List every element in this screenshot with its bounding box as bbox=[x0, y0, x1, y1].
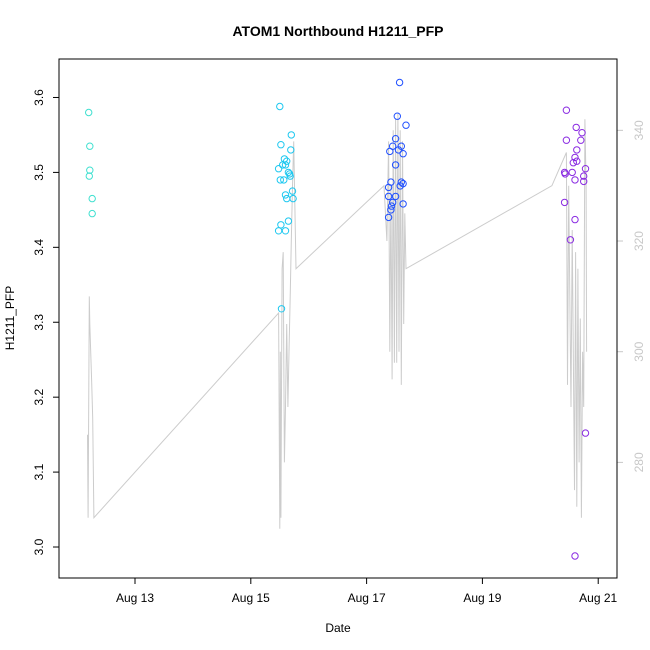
data-point-aug12-1 bbox=[86, 142, 94, 150]
data-point-aug15-0 bbox=[276, 102, 284, 111]
data-point-aug20-2 bbox=[572, 123, 580, 132]
data-point-aug20-0 bbox=[562, 106, 571, 114]
data-point-aug20-4 bbox=[577, 136, 585, 144]
data-point-aug15-19 bbox=[277, 221, 285, 229]
data-point-aug15-10 bbox=[287, 146, 295, 154]
x-tick-label-2: Aug 17 bbox=[348, 591, 386, 605]
data-point-aug20-19 bbox=[581, 429, 590, 437]
plot-frame bbox=[58, 58, 618, 579]
data-point-aug17-9 bbox=[391, 161, 400, 169]
y-tick-label-3: 3.3 bbox=[32, 314, 46, 331]
data-point-aug15-12 bbox=[276, 176, 284, 184]
secondary-trace-line bbox=[87, 113, 588, 529]
x-axis-label: Date bbox=[325, 621, 351, 635]
x-tick-label-3: Aug 19 bbox=[463, 591, 501, 605]
data-point-aug20-17 bbox=[571, 215, 579, 224]
y-tick-label-1: 3.1 bbox=[32, 463, 46, 480]
data-point-aug17-16 bbox=[391, 192, 400, 201]
data-point-aug15-6 bbox=[281, 161, 290, 169]
y-tick-label-5: 3.5 bbox=[32, 164, 46, 181]
data-point-aug17-0 bbox=[395, 78, 404, 87]
scatter-points-layer bbox=[85, 78, 590, 560]
data-point-aug15-13 bbox=[280, 176, 288, 184]
data-point-aug15-1 bbox=[277, 141, 285, 149]
data-point-aug17-14 bbox=[384, 183, 393, 192]
data-point-aug20-14 bbox=[571, 176, 579, 184]
data-point-aug17-17 bbox=[389, 198, 397, 207]
data-point-aug15-16 bbox=[283, 194, 291, 203]
x-tick-label-4: Aug 21 bbox=[579, 591, 617, 605]
y2-tick-label-0: 280 bbox=[632, 452, 646, 472]
y-tick-label-6: 3.6 bbox=[32, 89, 46, 106]
data-point-aug17-15 bbox=[384, 192, 393, 201]
secondary-trace-layer bbox=[87, 113, 588, 529]
chart-title: ATOM1 Northbound H1211_PFP bbox=[232, 23, 443, 39]
y-axis-label: H1211_PFP bbox=[3, 286, 17, 350]
data-point-aug12-3 bbox=[85, 172, 94, 180]
data-point-aug15-22 bbox=[277, 305, 286, 313]
data-point-aug20-12 bbox=[561, 170, 569, 178]
data-point-aug17-18 bbox=[387, 202, 396, 210]
y-tick-label-2: 3.2 bbox=[32, 389, 46, 406]
data-point-aug17-8 bbox=[399, 150, 407, 158]
data-point-aug15-11 bbox=[287, 131, 295, 139]
data-point-aug15-21 bbox=[281, 227, 290, 235]
data-point-aug20-1 bbox=[578, 129, 586, 137]
data-point-aug20-16 bbox=[560, 198, 569, 207]
data-point-aug20-10 bbox=[581, 165, 590, 173]
y-tick-label-4: 3.4 bbox=[32, 239, 46, 256]
data-point-aug20-15 bbox=[580, 177, 588, 186]
data-point-aug20-8 bbox=[569, 159, 577, 167]
data-point-aug12-5 bbox=[88, 209, 96, 218]
data-point-aug15-17 bbox=[289, 194, 297, 203]
data-point-aug15-5 bbox=[274, 165, 283, 173]
data-point-aug20-3 bbox=[562, 136, 571, 144]
data-point-aug15-4 bbox=[283, 157, 291, 165]
data-point-aug15-3 bbox=[279, 161, 287, 169]
data-point-aug17-11 bbox=[397, 178, 405, 186]
data-point-aug17-1 bbox=[393, 112, 401, 120]
data-point-aug20-5 bbox=[573, 146, 581, 154]
data-point-aug17-21 bbox=[384, 213, 393, 222]
data-point-aug15-15 bbox=[281, 191, 290, 199]
y-tick-label-0: 3.0 bbox=[32, 538, 46, 555]
data-point-aug20-7 bbox=[573, 157, 581, 165]
data-point-aug17-3 bbox=[391, 135, 400, 143]
y2-tick-label-3: 340 bbox=[632, 120, 646, 140]
data-point-aug17-7 bbox=[386, 147, 394, 156]
data-point-aug17-19 bbox=[387, 206, 395, 214]
x-tick-label-0: Aug 13 bbox=[116, 591, 154, 605]
data-point-aug15-7 bbox=[284, 168, 293, 177]
data-point-aug15-14 bbox=[288, 187, 297, 195]
data-point-aug15-20 bbox=[274, 227, 283, 235]
axes-layer: Aug 13 Aug 15 Aug 17 Aug 19 Aug 21 3.0 3.1 3.2 3… bbox=[32, 89, 646, 605]
data-point-aug15-9 bbox=[286, 172, 294, 180]
y2-tick-label-1: 300 bbox=[632, 341, 646, 361]
data-point-aug17-13 bbox=[396, 182, 404, 190]
data-point-aug20-18 bbox=[566, 236, 575, 244]
data-point-aug12-4 bbox=[88, 194, 96, 203]
data-point-aug20-9 bbox=[568, 168, 576, 177]
data-point-aug17-6 bbox=[394, 146, 403, 154]
data-point-aug17-2 bbox=[402, 121, 410, 129]
data-point-aug20-13 bbox=[580, 172, 588, 180]
data-point-aug15-18 bbox=[284, 217, 293, 225]
y2-tick-label-2: 320 bbox=[632, 231, 646, 251]
x-tick-label-1: Aug 15 bbox=[232, 591, 270, 605]
data-point-aug20-6 bbox=[571, 153, 579, 162]
data-point-aug20-20 bbox=[571, 552, 579, 560]
data-point-aug12-0 bbox=[85, 108, 93, 117]
data-point-aug17-20 bbox=[399, 200, 407, 208]
